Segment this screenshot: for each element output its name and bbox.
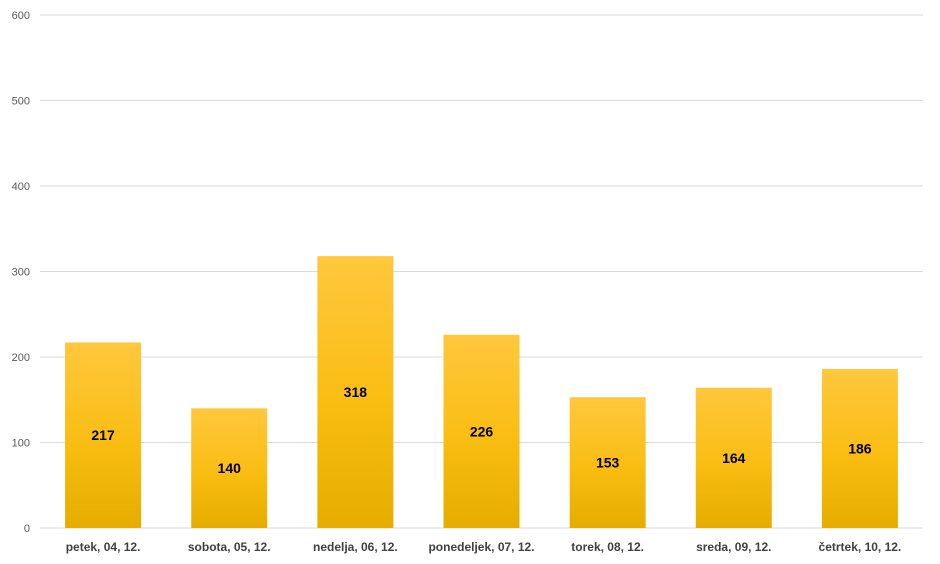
data-label: 153 <box>596 455 620 471</box>
x-tick-label: sobota, 05, 12. <box>188 540 271 554</box>
x-tick-label: četrtek, 10, 12. <box>819 540 902 554</box>
y-tick-label: 200 <box>12 352 30 364</box>
y-tick-label: 600 <box>12 10 30 22</box>
bar <box>65 342 142 528</box>
y-axis-ticks: 0 100 200 300 400 500 600 <box>12 10 30 535</box>
bar <box>821 368 898 528</box>
x-tick-label: nedelja, 06, 12. <box>313 540 398 554</box>
data-label: 226 <box>470 423 494 439</box>
data-label: 217 <box>91 427 115 443</box>
y-tick-label: 0 <box>24 523 30 535</box>
x-tick-label: ponedeljek, 07, 12. <box>428 540 534 554</box>
y-tick-label: 500 <box>12 96 30 108</box>
x-tick-label: petek, 04, 12. <box>66 540 141 554</box>
data-label: 186 <box>848 440 872 456</box>
data-label: 140 <box>218 460 242 476</box>
bar <box>191 408 268 528</box>
bar <box>569 397 646 528</box>
x-tick-label: torek, 08, 12. <box>571 540 644 554</box>
x-tick-label: sreda, 09, 12. <box>696 540 771 554</box>
bar <box>695 387 772 528</box>
bar <box>443 334 520 528</box>
data-labels: 217 140 318 226 153 164 186 <box>91 384 871 476</box>
y-tick-label: 400 <box>12 181 30 193</box>
x-axis-ticks: petek, 04, 12. sobota, 05, 12. nedelja, 06… <box>66 540 902 554</box>
y-tick-label: 300 <box>12 267 30 279</box>
bar <box>317 256 394 528</box>
bars <box>65 256 898 528</box>
data-label: 164 <box>722 450 746 466</box>
data-label: 318 <box>344 384 368 400</box>
y-tick-label: 100 <box>12 438 30 450</box>
